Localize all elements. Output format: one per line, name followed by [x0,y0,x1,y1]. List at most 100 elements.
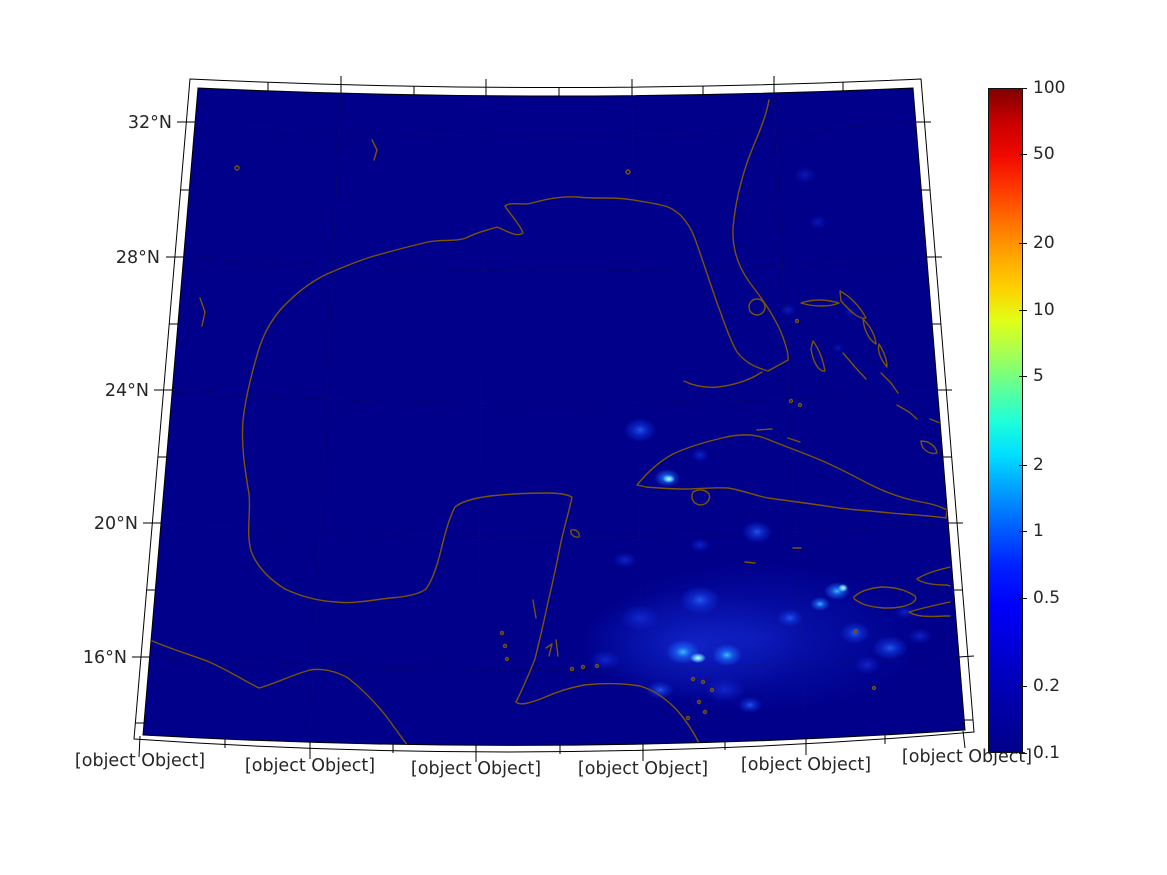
precip-blob [646,681,674,699]
frame-bars-bottom [138,730,966,762]
coastline-crooked-island [896,404,918,420]
laguna-madre-fragment [199,297,206,327]
coastline-isla-juventud [691,489,711,506]
coastlines [149,99,951,746]
colorbar-tick [1019,310,1027,311]
islet [702,709,708,715]
islet [502,643,508,649]
lon-label-80w: [object Object] [741,755,871,775]
colorbar [988,88,1023,753]
lat-label-32n: 32°N [128,113,172,133]
colorbar-label: 1 [1033,521,1044,541]
precip-blob [663,475,675,483]
colorbar-tick [1019,598,1027,599]
coastline-caymans [744,547,802,564]
graticule [149,91,960,746]
lon-label-85w: [object Object] [578,759,708,779]
frame-bars-right [916,121,975,721]
gridline-lat-16n [149,655,960,671]
gridline-lon-85w [631,94,644,746]
precip-blob [620,605,660,631]
frame-bars-top [267,76,844,96]
colorbar-tick [1019,376,1027,377]
precip-blob [872,636,908,660]
precip-blob [589,650,621,670]
small-lake [234,165,240,171]
lat-label-20n: 20°N [94,514,138,534]
colorbar-label: 0.5 [1033,588,1061,608]
precip-blob [854,656,880,674]
coastline-cuba [636,434,948,519]
islet [580,664,586,670]
precip-blob [705,678,745,702]
colorbar-label: 50 [1033,144,1055,164]
islet [504,656,510,662]
lat-label-16n: 16°N [83,648,127,668]
precip-blob [810,597,830,611]
toledo-bend-lake [371,139,378,161]
coastline-long-island [880,372,899,394]
coastline-mayaguana [929,418,941,424]
islet [499,630,505,636]
colorbar-tick [1019,465,1027,466]
colorbar-label: 5 [1033,366,1044,386]
islet [685,715,691,721]
colorbar-tick [1019,243,1027,244]
precip-blob [838,584,848,592]
coastline-chetumal [545,643,553,657]
precip-blob [712,644,742,666]
lat-label-28n: 28°N [116,248,160,268]
colorbar-label: 20 [1033,233,1055,253]
islet [594,663,600,669]
lat-label-24n: 24°N [105,381,149,401]
colorbar-label: 10 [1033,300,1055,320]
precip-blob [780,304,796,316]
precip-blob [844,307,856,317]
colorbar-tick [1019,753,1027,754]
coastline-exuma [842,352,867,380]
precip-blob [738,697,762,713]
precip-blob [742,521,772,543]
precip-blob [832,343,844,353]
islet [690,676,696,682]
precip-blob [895,605,915,619]
axis-labels: 32°N 28°N 24°N 20°N 16°N [object Object]… [75,113,1032,779]
precip-blob [690,653,706,663]
coastline-cozumel [570,529,580,538]
gridline-lon-80w [773,91,807,742]
precip-blob [840,622,870,644]
precip-blob [690,538,710,552]
islet [853,628,859,634]
islet [797,402,803,408]
precip-blob [794,167,816,183]
islet [794,318,800,324]
islet [871,685,877,691]
gridline-lat-24n [171,389,939,405]
precip-blob [680,586,720,614]
colorbar-label: 100 [1033,78,1066,98]
precip-blob [777,609,803,627]
coastline-florida-keys [683,371,763,388]
gridline-lon-95w [309,91,342,744]
coastline-belize-cays [532,599,559,657]
coastline-grand-bahama [800,299,840,307]
islet [788,398,794,404]
coastline-north-america-gulf [241,99,789,744]
coastline-hispaniola-south [908,601,951,618]
lake-okeechobee [748,298,766,316]
frame-bars-left [132,121,195,724]
coastline-inagua [920,440,938,455]
coastline-abaco [839,290,867,319]
gridline-lon-90w [475,94,487,746]
okefenokee [625,169,631,175]
coastline-jamaica [853,586,917,609]
coastline-eleuthera [862,318,877,345]
precip-blob [908,628,932,644]
gridline-lat-28n [183,256,928,272]
coastline-andros [810,340,826,372]
precip-blob [691,448,709,462]
islet [700,679,706,685]
coastline-cuba-cays [756,428,801,443]
